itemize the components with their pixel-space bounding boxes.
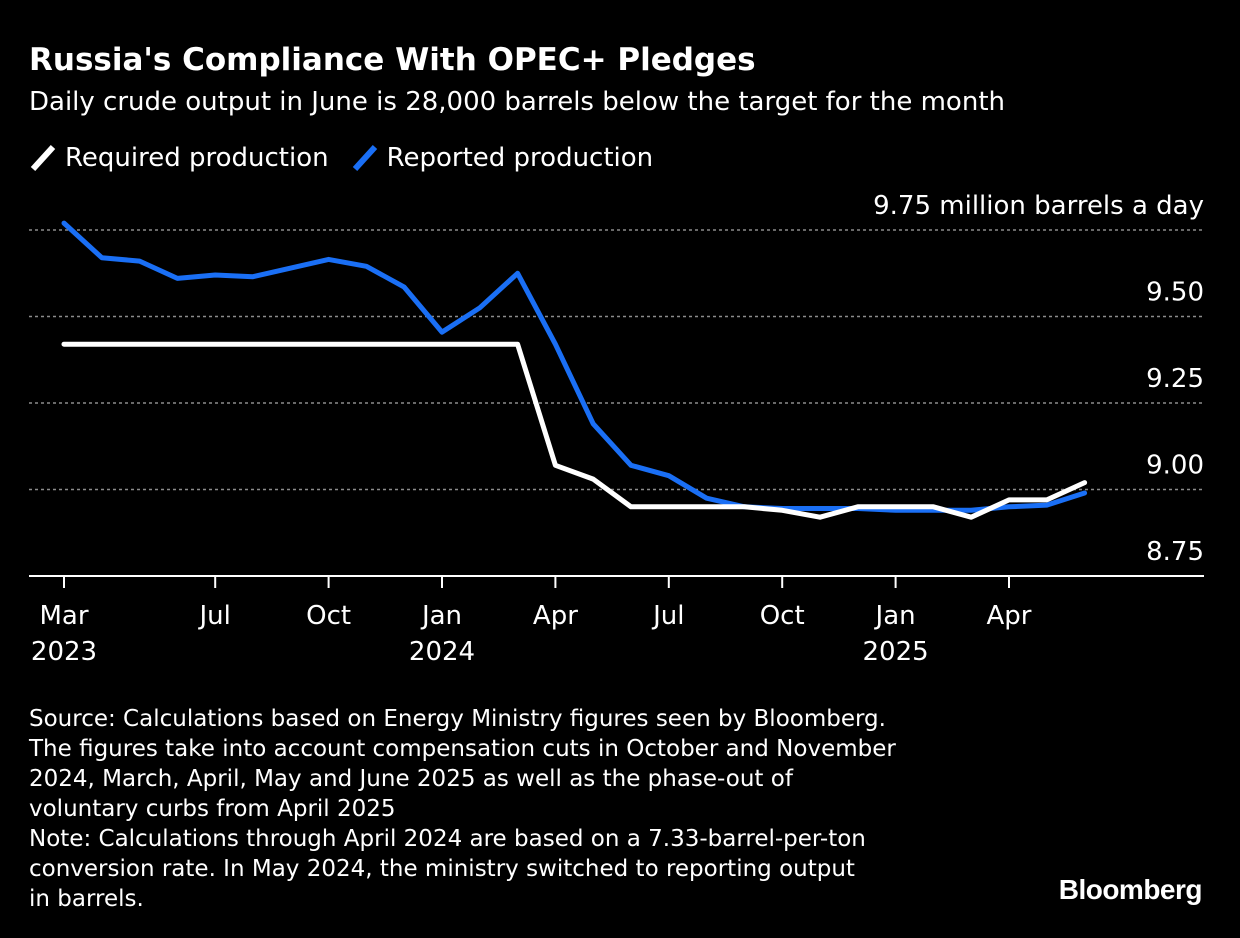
y-tick-label: 9.25 [1146,364,1204,394]
legend-label-required: Required production [65,143,329,173]
y-tick-label: 9.50 [1146,278,1204,308]
x-tick-year-label: 2023 [31,637,97,667]
x-tick-label: Jul [198,601,231,631]
x-tick-label: Oct [760,601,805,631]
x-tick-label: Apr [987,601,1032,631]
y-tick-label: 9.00 [1146,451,1204,481]
legend-item-required: Required production [29,143,329,173]
source-note: Source: Calculations based on Energy Min… [29,706,896,822]
x-tick-label: Oct [306,601,351,631]
chart-title: Russia's Compliance With OPEC+ Pledges [29,42,756,78]
x-tick-label: Jul [651,601,684,631]
line-chart: 8.75 9.00 9.25 9.50 9.75 million barrels a d… [29,191,1204,667]
bloomberg-logo: Bloomberg [1058,874,1203,905]
x-tick-year-label: 2025 [863,637,929,667]
y-tick-label: 8.75 [1146,537,1204,567]
legend: Required production Reported production [29,140,675,176]
footnote: Source: Calculations based on Energy Min… [29,704,989,914]
x-tick-label: Apr [533,601,578,631]
series-line-reported [61,220,1088,513]
legend-swatch-required [30,144,56,172]
x-tick-year-label: 2024 [409,637,475,667]
x-tick-label: Jan [874,601,916,631]
series-line-required [61,341,1088,520]
y-tick-label: 9.75 million barrels a day [873,191,1204,221]
legend-item-reported: Reported production [351,143,654,173]
x-tick-label: Mar [39,601,88,631]
x-tick-label: Jan [420,601,462,631]
legend-swatch-reported [352,144,377,172]
chart-subtitle: Daily crude output in June is 28,000 bar… [29,87,1005,117]
legend-label-reported: Reported production [386,143,654,173]
methodology-note: Note: Calculations through April 2024 ar… [29,826,866,912]
